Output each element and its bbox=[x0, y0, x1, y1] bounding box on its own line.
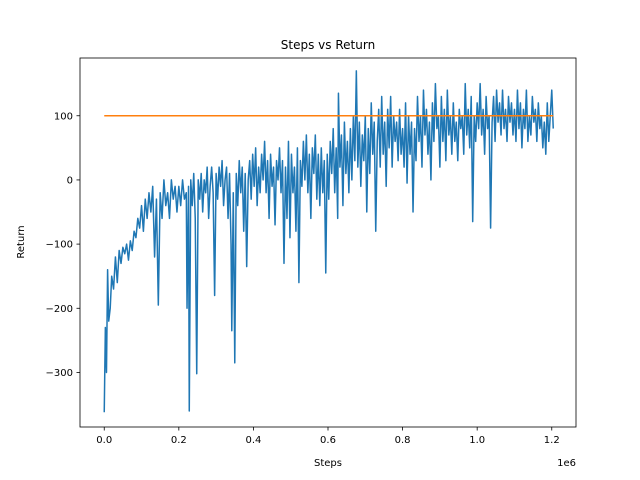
x-tick-label: 1.2 bbox=[544, 435, 560, 446]
y-axis: −300 −200 −100 0 100 bbox=[46, 111, 80, 379]
y-tick-label: 100 bbox=[54, 111, 73, 122]
x-tick-label: 0.4 bbox=[245, 435, 261, 446]
y-tick-label: −200 bbox=[46, 304, 73, 315]
x-tick-label: 0.0 bbox=[96, 435, 112, 446]
series-line-0 bbox=[103, 70, 554, 413]
x-axis-offset-label: 1e6 bbox=[557, 458, 576, 469]
y-tick-label: −300 bbox=[46, 368, 73, 379]
y-tick-label: −100 bbox=[46, 240, 73, 251]
x-tick-label: 1.0 bbox=[469, 435, 485, 446]
x-tick-label: 0.2 bbox=[171, 435, 187, 446]
plot-area bbox=[103, 70, 554, 413]
x-axis: 0.0 0.2 0.4 0.6 0.8 1.0 1.2 bbox=[96, 427, 560, 446]
y-tick-label: 0 bbox=[67, 175, 73, 186]
x-axis-label: Steps bbox=[314, 458, 342, 469]
x-tick-label: 0.6 bbox=[320, 435, 336, 446]
x-tick-label: 0.8 bbox=[395, 435, 411, 446]
y-axis-label: Return bbox=[16, 225, 27, 258]
chart-title: Steps vs Return bbox=[281, 38, 375, 52]
